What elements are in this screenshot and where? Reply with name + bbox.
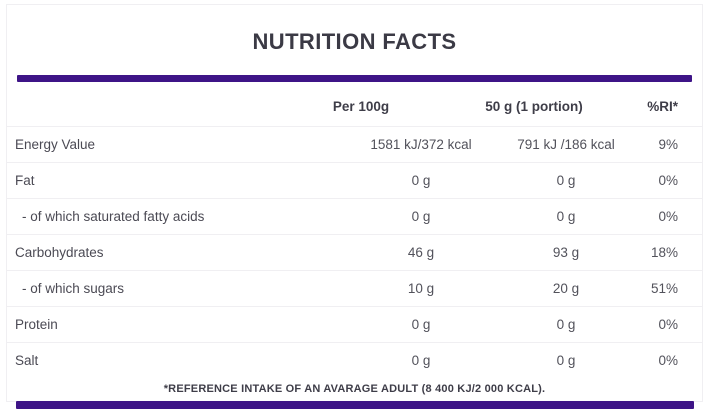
reference-intake-percent-cell: 18% <box>632 234 702 271</box>
nutrition-facts-card: NUTRITION FACTS Per 100g 50 g (1 portion… <box>6 4 703 402</box>
table-row: Carbohydrates 46 g 93 g 18% <box>7 234 702 271</box>
portion-value-cell: 0 g <box>477 162 632 199</box>
portion-value-cell: 0 g <box>477 198 632 235</box>
per-100g-value-cell: 0 g <box>297 162 477 199</box>
nutrient-label-cell: - of which saturated fatty acids <box>7 198 297 235</box>
portion-value-cell: 791 kJ /186 kcal <box>477 126 632 163</box>
reference-intake-percent-cell: 0% <box>632 198 702 235</box>
bottom-accent-bar <box>16 401 694 409</box>
reference-intake-percent-cell: 0% <box>632 306 702 343</box>
nutrient-label-cell: Salt <box>15 353 39 368</box>
column-header-portion: 50 g (1 portion) <box>477 82 632 127</box>
nutrient-label-cell: Fat <box>7 162 297 199</box>
table-row: Salt 0 g 0 g 0% <box>7 343 702 379</box>
per-100g-value-cell: 0 g <box>297 306 477 343</box>
nutrient-label-cell: Energy Value <box>7 126 297 163</box>
nutrient-label-cell: - of which sugars <box>7 270 297 307</box>
portion-value-cell: 20 g <box>477 270 632 307</box>
reference-intake-footnote: *REFERENCE INTAKE OF AN AVARAGE ADULT (8… <box>163 383 546 395</box>
reference-intake-percent-cell: 51% <box>632 270 702 307</box>
portion-value-cell: 93 g <box>477 234 632 271</box>
per-100g-value-cell: 1581 kJ/372 kcal <box>297 126 477 163</box>
column-header-label <box>7 82 297 127</box>
per-100g-value-cell: 46 g <box>297 234 477 271</box>
reference-intake-percent-cell: 0% <box>658 353 678 368</box>
nutrition-table: Per 100g 50 g (1 portion) %RI* Energy Va… <box>7 82 702 378</box>
per-100g-value-cell: 10 g <box>297 270 477 307</box>
table-row: - of which sugars 10 g 20 g 51% <box>7 270 702 307</box>
per-100g-value-cell: 0 g <box>297 198 477 235</box>
per-100g-value-cell: 0 g <box>411 353 431 368</box>
page-title: NUTRITION FACTS <box>252 29 457 54</box>
table-header: Per 100g 50 g (1 portion) %RI* <box>7 82 702 127</box>
column-header-ri: %RI* <box>632 82 702 127</box>
reference-intake-percent-cell: 0% <box>632 162 702 199</box>
table-row: Energy Value 1581 kJ/372 kcal 791 kJ /186 … <box>7 126 702 163</box>
nutrient-label-cell: Carbohydrates <box>7 234 297 271</box>
top-accent-bar <box>17 75 692 82</box>
portion-value-cell: 0 g <box>477 306 632 343</box>
portion-value-cell: 0 g <box>556 353 576 368</box>
reference-intake-percent-cell: 9% <box>632 126 702 163</box>
table-body: Energy Value 1581 kJ/372 kcal 791 kJ /186 … <box>7 126 702 379</box>
nutrient-label-cell: Protein <box>7 306 297 343</box>
column-header-per-100g: Per 100g <box>297 82 477 127</box>
